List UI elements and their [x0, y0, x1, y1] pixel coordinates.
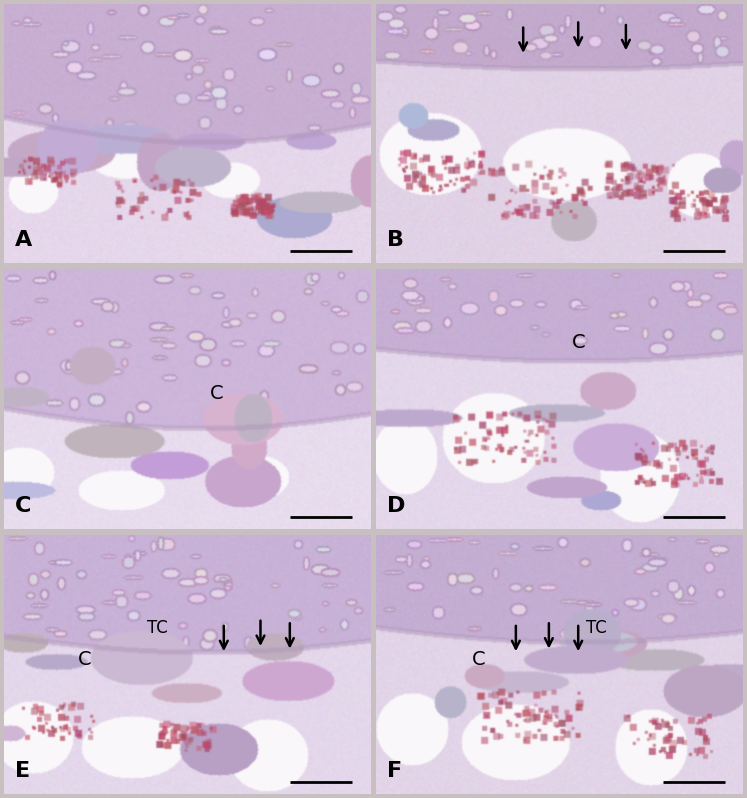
- Text: F: F: [388, 761, 403, 781]
- Text: C: C: [15, 496, 31, 516]
- Text: A: A: [15, 230, 32, 250]
- Text: C: C: [472, 650, 486, 669]
- Text: C: C: [78, 650, 91, 669]
- Text: B: B: [388, 230, 404, 250]
- Text: C: C: [571, 333, 585, 351]
- Text: C: C: [210, 385, 223, 403]
- Text: TC: TC: [147, 619, 168, 637]
- Text: TC: TC: [586, 619, 607, 637]
- Text: D: D: [388, 496, 406, 516]
- Text: E: E: [15, 761, 30, 781]
